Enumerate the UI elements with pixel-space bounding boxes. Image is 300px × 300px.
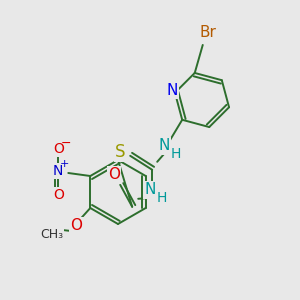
Text: CH₃: CH₃ bbox=[41, 227, 64, 241]
Text: N: N bbox=[158, 138, 170, 153]
Text: O: O bbox=[53, 188, 64, 202]
Text: H: H bbox=[157, 191, 167, 205]
Text: H: H bbox=[171, 147, 181, 161]
Text: O: O bbox=[70, 218, 82, 233]
Text: Br: Br bbox=[199, 26, 216, 40]
Text: N: N bbox=[166, 83, 178, 98]
Text: O: O bbox=[108, 167, 120, 182]
Text: N: N bbox=[145, 182, 156, 197]
Text: N: N bbox=[53, 164, 64, 178]
Text: +: + bbox=[60, 159, 69, 169]
Text: O: O bbox=[53, 142, 64, 156]
Text: −: − bbox=[61, 136, 71, 149]
Text: S: S bbox=[115, 143, 125, 161]
